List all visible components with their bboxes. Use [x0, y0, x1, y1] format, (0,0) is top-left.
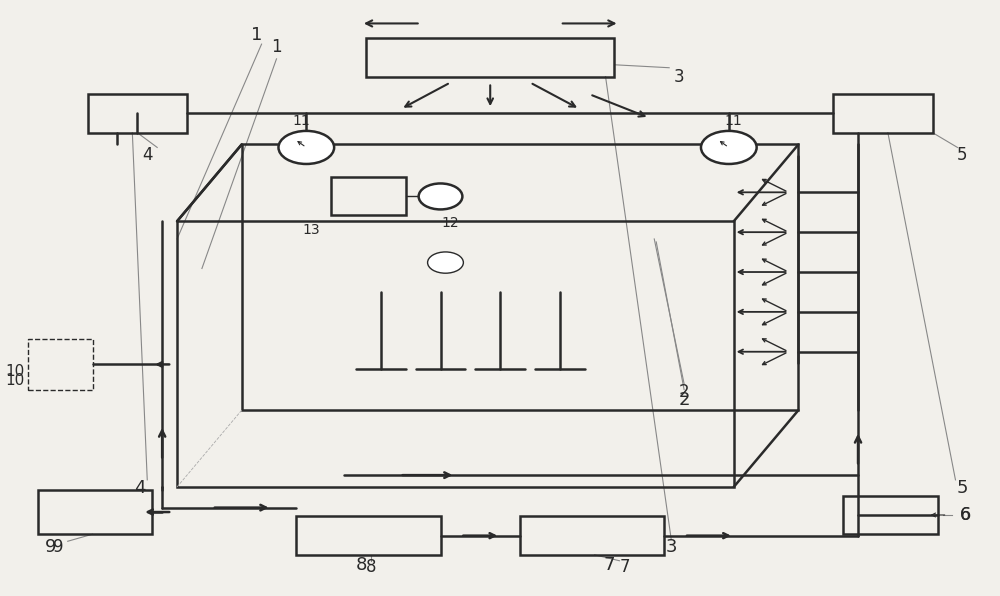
Text: 7: 7 — [604, 556, 615, 574]
Text: 4: 4 — [135, 479, 146, 497]
Text: 8: 8 — [366, 558, 376, 576]
Text: 1: 1 — [271, 38, 282, 56]
Text: 12: 12 — [442, 216, 459, 230]
Circle shape — [419, 184, 462, 209]
Text: 3: 3 — [674, 67, 684, 86]
Bar — [833, 94, 933, 133]
Bar — [38, 490, 152, 534]
Text: 9: 9 — [45, 538, 57, 556]
Text: 7: 7 — [619, 558, 630, 576]
Circle shape — [701, 131, 757, 164]
Text: 6: 6 — [960, 506, 971, 524]
Bar — [296, 517, 441, 555]
Text: 9: 9 — [53, 538, 63, 556]
Text: 5: 5 — [957, 146, 968, 164]
Bar — [843, 496, 938, 534]
Text: 4: 4 — [142, 146, 153, 164]
Text: 10: 10 — [5, 364, 25, 379]
Text: 13: 13 — [302, 223, 320, 237]
Text: 2: 2 — [678, 390, 690, 408]
Text: 10: 10 — [5, 373, 25, 388]
Text: 8: 8 — [355, 556, 367, 574]
Circle shape — [278, 131, 334, 164]
Bar — [177, 221, 734, 487]
Text: 1: 1 — [251, 26, 262, 44]
Bar — [366, 38, 614, 76]
Text: 11: 11 — [725, 114, 743, 128]
Bar — [331, 177, 406, 215]
Circle shape — [428, 252, 463, 273]
Text: 3: 3 — [665, 538, 677, 556]
Bar — [88, 94, 187, 133]
Bar — [242, 144, 798, 410]
Bar — [28, 339, 93, 390]
Text: 5: 5 — [957, 479, 968, 497]
Text: 6: 6 — [960, 505, 971, 524]
Text: 2: 2 — [679, 383, 689, 402]
Bar — [520, 517, 664, 555]
Text: 11: 11 — [292, 114, 310, 128]
